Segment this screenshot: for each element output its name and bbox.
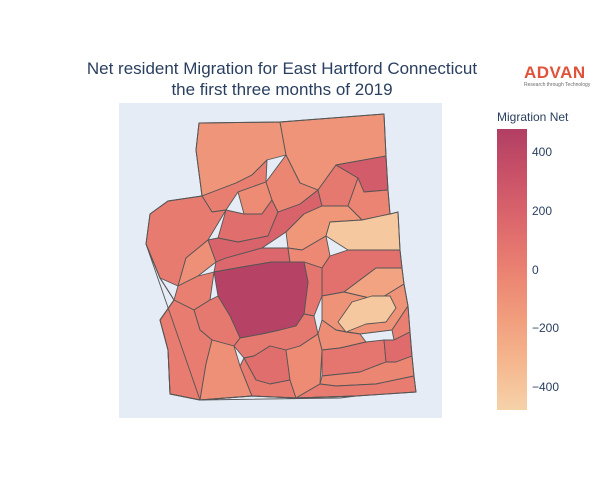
colorbar-tick-label: 0 [532,262,539,277]
colorbar-tick-label: −200 [532,321,560,336]
map-title-line-2: the first three months of 2019 [171,80,393,99]
logo-tagline: Research through Technology [524,82,591,88]
census-tract-region[interactable] [337,295,397,333]
census-tract-region[interactable] [265,154,319,213]
colorbar-gradient [497,129,527,410]
colorbar-tick-label: 200 [532,203,553,218]
town-boundary [145,113,417,401]
colorbar-title: Migration Net [497,110,569,124]
map-title-line-1: Net resident Migration for East Hartford… [86,59,478,78]
logo-wordmark: ADVAN [524,63,586,82]
colorbar-tick-label: −400 [532,379,560,394]
colorbar-tick-label: 400 [532,145,553,160]
advan-logo: ADVAN Research through Technology [524,63,596,89]
census-tract-region[interactable] [285,333,323,399]
census-tract-region[interactable] [177,239,217,287]
map-title: Net resident Migration for East Hartford… [40,58,524,100]
